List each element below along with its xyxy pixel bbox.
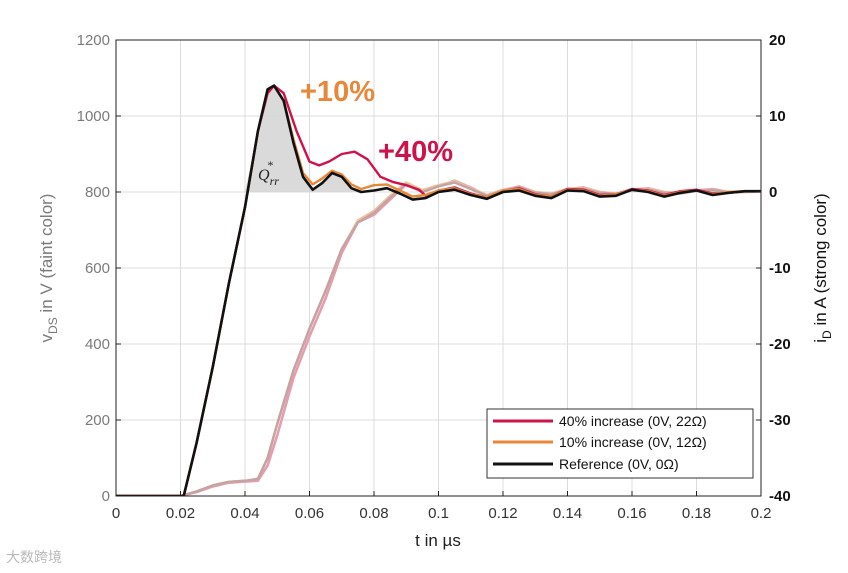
annotation-plus-40: +40%: [378, 136, 453, 168]
y-left-tick-label: 1200: [77, 32, 110, 49]
legend-label-10: 10% increase (0V, 12Ω): [559, 434, 707, 450]
y-left-tick-label: 0: [102, 488, 110, 505]
qrr-shaded-area: [245, 85, 362, 192]
legend-label-40: 40% increase (0V, 22Ω): [559, 413, 707, 429]
id-lines: [116, 84, 761, 496]
annotation-plus-10: +10%: [300, 76, 375, 108]
x-tick-label: 0.06: [295, 505, 324, 522]
y-right-tick-label: 20: [769, 32, 786, 49]
annotation-qrr: Qrr*: [258, 158, 279, 188]
y-right-tick-label: -10: [769, 260, 791, 277]
y-left-tick-label: 1000: [77, 108, 110, 125]
x-tick-label: 0.2: [751, 505, 772, 522]
y-right-tick-label: -20: [769, 336, 791, 353]
legend: 40% increase (0V, 22Ω) 10% increase (0V,…: [486, 408, 754, 479]
x-tick-label: 0.1: [428, 505, 449, 522]
x-tick-label: 0.16: [617, 505, 646, 522]
y-left-tick-label: 400: [85, 336, 110, 353]
y-left-tick-label: 200: [85, 412, 110, 429]
y-right-tick-label: -40: [769, 488, 791, 505]
y-right-axis-label: iD in A (strong color): [811, 193, 834, 342]
ticks: 0 0.02 0.04 0.06 0.08 0.1 0.12 0.14 0.16 0.18 0.2 0…: [77, 32, 791, 522]
y-right-tick-label: 0: [769, 184, 777, 201]
x-tick-label: 0.02: [166, 505, 195, 522]
x-tick-label: 0.14: [553, 505, 582, 522]
x-axis-label: t in µs: [415, 531, 461, 550]
y-right-tick-label: -30: [769, 412, 791, 429]
y-right-tick-label: 10: [769, 108, 786, 125]
legend-label-reference: Reference (0V, 0Ω): [559, 456, 679, 472]
id-series-line: [116, 84, 761, 496]
x-tick-label: 0.12: [488, 505, 517, 522]
watermark: 大数跨境: [6, 550, 62, 566]
y-left-tick-label: 600: [85, 260, 110, 277]
y-left-tick-label: 800: [85, 184, 110, 201]
x-tick-label: 0: [112, 505, 120, 522]
x-tick-label: 0.04: [230, 505, 259, 522]
y-left-axis-label: vDS in V (faint color): [37, 194, 60, 343]
x-tick-label: 0.08: [359, 505, 388, 522]
x-tick-label: 0.18: [682, 505, 711, 522]
